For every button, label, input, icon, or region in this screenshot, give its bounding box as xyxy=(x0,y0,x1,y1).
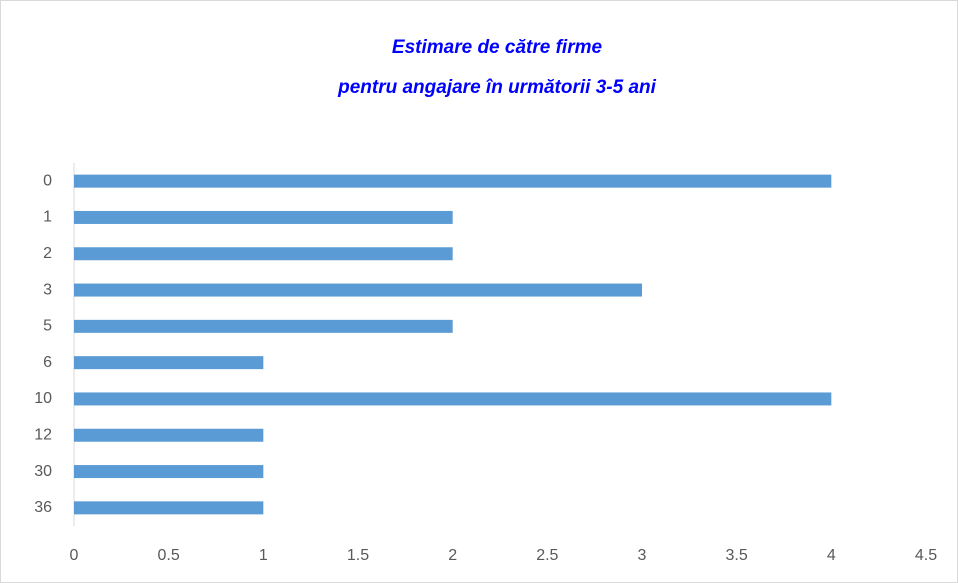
bar xyxy=(74,210,453,224)
y-tick-label: 5 xyxy=(43,318,52,335)
bar xyxy=(74,174,832,188)
y-tick-label: 2 xyxy=(43,245,52,262)
x-tick-label: 4.5 xyxy=(915,547,937,564)
y-tick-label: 3 xyxy=(43,281,52,298)
bar xyxy=(74,319,453,333)
x-tick-label: 2.5 xyxy=(536,547,558,564)
bar xyxy=(74,283,642,297)
y-tick-label: 6 xyxy=(43,354,52,371)
chart-title: Estimare de către firme xyxy=(392,37,603,58)
chart-title: pentru angajare în următorii 3-5 ani xyxy=(337,77,657,98)
bar xyxy=(74,501,264,515)
x-tick-label: 4 xyxy=(827,547,836,564)
x-tick-label: 0.5 xyxy=(158,547,180,564)
bar xyxy=(74,392,832,406)
y-tick-label: 12 xyxy=(34,426,52,443)
x-tick-label: 1 xyxy=(259,547,268,564)
bar xyxy=(74,356,264,370)
bar xyxy=(74,247,453,261)
y-tick-label: 30 xyxy=(34,463,52,480)
y-tick-label: 10 xyxy=(34,390,52,407)
x-tick-label: 3 xyxy=(638,547,647,564)
bar xyxy=(74,465,264,479)
x-tick-label: 0 xyxy=(70,547,79,564)
y-tick-label: 0 xyxy=(43,172,52,189)
x-tick-label: 2 xyxy=(448,547,457,564)
x-tick-label: 3.5 xyxy=(726,547,748,564)
y-tick-label: 36 xyxy=(34,499,52,516)
y-tick-label: 1 xyxy=(43,209,52,226)
x-tick-label: 1.5 xyxy=(347,547,369,564)
bar xyxy=(74,428,264,442)
